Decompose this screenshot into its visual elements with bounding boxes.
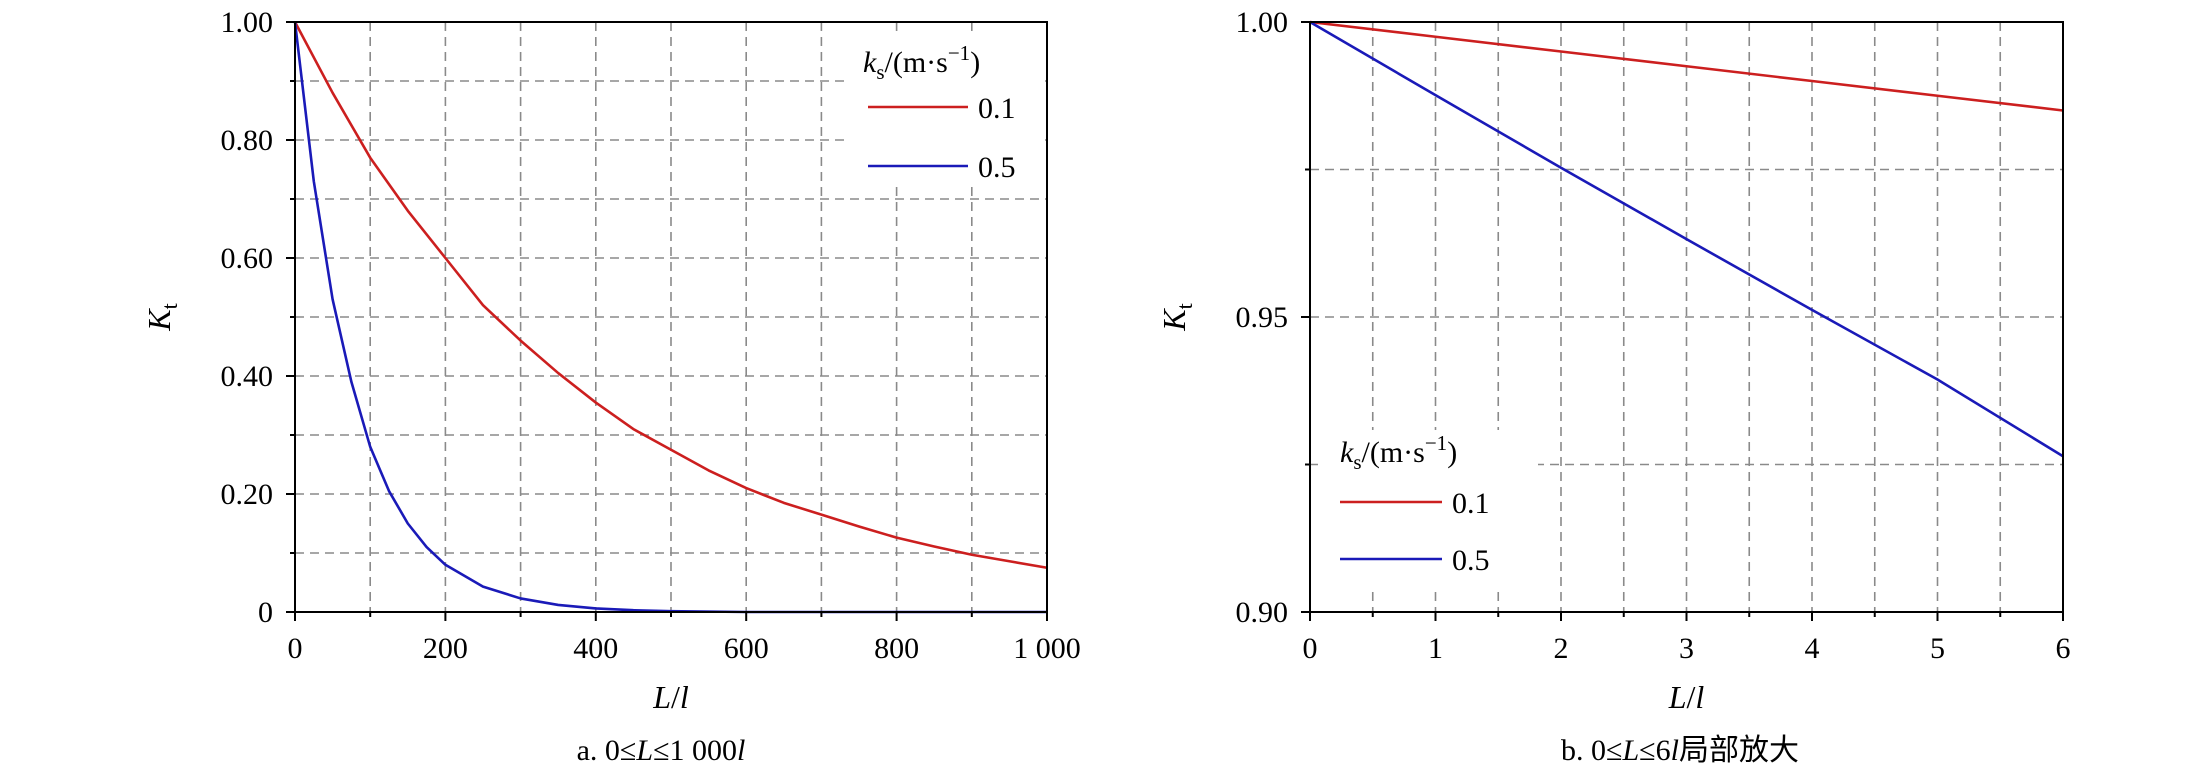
caption-mid: ≤1 000 bbox=[653, 734, 737, 767]
y-axis-label: Kt bbox=[141, 303, 182, 331]
y-tick-label: 0.20 bbox=[221, 478, 274, 511]
legend-title-unit: /(m·s bbox=[1362, 436, 1425, 469]
x-axis-label-var: L bbox=[652, 679, 671, 715]
x-axis-label-var: L bbox=[1668, 679, 1687, 715]
caption-suffix: 局部放大 bbox=[1679, 733, 1799, 768]
y-tick-label: 0.60 bbox=[221, 242, 274, 275]
legend-title-sub: s bbox=[1353, 450, 1361, 474]
x-axis-label-var2: l bbox=[1695, 679, 1704, 715]
caption-var2: l bbox=[737, 734, 745, 767]
legend-label: 0.1 bbox=[978, 92, 1016, 125]
x-tick-label: 800 bbox=[874, 632, 919, 665]
y-axis-label-var: K bbox=[141, 308, 177, 332]
legend-title-close: ) bbox=[970, 46, 980, 79]
caption-var: L bbox=[635, 734, 653, 767]
legend-title-sup: −1 bbox=[948, 41, 970, 65]
y-tick-label: 1.00 bbox=[1236, 6, 1289, 39]
legend-title: ks/(m·s−1) bbox=[863, 41, 980, 84]
caption-var: L bbox=[1621, 734, 1639, 767]
x-tick-label: 1 bbox=[1428, 632, 1443, 665]
caption-mid: ≤6 bbox=[1639, 734, 1670, 767]
y-axis-label-var: K bbox=[1156, 308, 1192, 332]
series-line-0-1 bbox=[1309, 20, 2064, 112]
x-tick-label: 0 bbox=[288, 632, 303, 665]
legend: ks/(m·s−1) 0.1 0.5 bbox=[1340, 431, 1490, 577]
x-tick-label: 0 bbox=[1303, 632, 1318, 665]
grid-lines bbox=[295, 22, 1047, 612]
y-tick-label: 0 bbox=[258, 596, 273, 629]
legend-title-close: ) bbox=[1447, 436, 1457, 469]
legend-label: 0.1 bbox=[1452, 487, 1490, 520]
x-tick-label: 1 000 bbox=[1013, 632, 1081, 665]
x-tick-label: 5 bbox=[1930, 632, 1945, 665]
y-tick-label: 1.00 bbox=[221, 6, 274, 39]
series-line-0-1 bbox=[293, 21, 1048, 570]
x-tick-label: 6 bbox=[2056, 632, 2071, 665]
legend-title-var: k bbox=[1340, 436, 1354, 469]
x-tick-label: 3 bbox=[1679, 632, 1694, 665]
caption-var2: l bbox=[1671, 734, 1679, 767]
x-axis-label: L/l bbox=[652, 679, 689, 715]
x-tick-label: 600 bbox=[724, 632, 769, 665]
x-axis-label: L/l bbox=[1668, 679, 1705, 715]
chart-panel-b: 0 1 2 3 4 5 60.900.951.00L/lKtks/(m·s−1)0.10.5… bbox=[1156, 6, 2071, 768]
x-tick-label: 400 bbox=[573, 632, 618, 665]
legend-title-var: k bbox=[863, 46, 877, 79]
legend-title-sup: −1 bbox=[1425, 431, 1447, 455]
chart-caption: a. 0≤L≤1 000l bbox=[577, 734, 746, 767]
series-line-0-5 bbox=[1309, 20, 2064, 458]
chart-caption: b. 0≤L≤6l局部放大 bbox=[1561, 733, 1799, 768]
legend-background bbox=[1318, 430, 1538, 590]
grid-lines bbox=[1310, 22, 2063, 612]
x-tick-label: 200 bbox=[423, 632, 468, 665]
legend-background bbox=[850, 36, 1040, 186]
y-axis-label-sub: t bbox=[157, 303, 182, 309]
legend: ks/(m·s−1) 0.1 0.5 bbox=[863, 41, 1016, 184]
y-tick-label: 0.80 bbox=[221, 124, 274, 157]
y-axis-label-sub: t bbox=[1172, 303, 1197, 309]
caption-prefix: b. 0≤ bbox=[1561, 734, 1622, 767]
chart-panel-a: 0 200 400 600 800 1 000 0 0.20 0.40 0.60 0.80 1.00 L… bbox=[141, 6, 1081, 767]
y-tick-label: 0.90 bbox=[1236, 596, 1289, 629]
x-axis-label-sep: / bbox=[671, 679, 680, 715]
y-axis-label: Kt bbox=[1156, 303, 1197, 331]
legend-label: 0.5 bbox=[978, 151, 1016, 184]
x-tick-label: 4 bbox=[1805, 632, 1820, 665]
x-tick-label: 2 bbox=[1554, 632, 1569, 665]
x-axis-label-sep: / bbox=[1687, 679, 1696, 715]
legend-title: ks/(m·s−1) bbox=[1340, 431, 1457, 474]
legend-title-unit: /(m·s bbox=[885, 46, 948, 79]
x-axis-label-var2: l bbox=[680, 679, 689, 715]
legend-label: 0.5 bbox=[1452, 544, 1490, 577]
y-tick-label: 0.95 bbox=[1236, 301, 1289, 334]
legend-title-sub: s bbox=[876, 60, 884, 84]
y-tick-label: 0.40 bbox=[221, 360, 274, 393]
caption-prefix: a. 0≤ bbox=[577, 734, 637, 767]
